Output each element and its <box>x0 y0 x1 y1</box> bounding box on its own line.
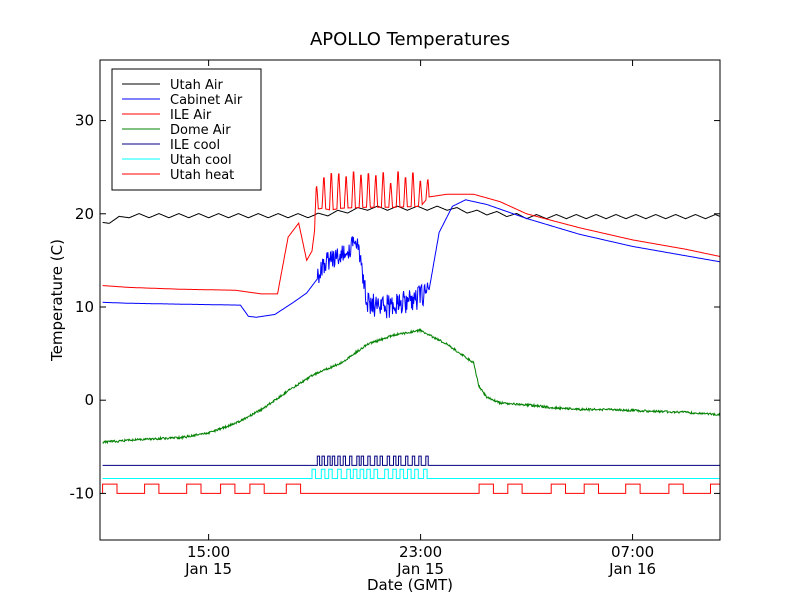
series-ile-air <box>102 171 720 295</box>
series-utah-air <box>102 205 720 224</box>
legend-label-utah-heat: Utah heat <box>170 168 234 183</box>
x-axis-label: Date (GMT) <box>367 576 453 594</box>
x-tick-label-time: 15:00 <box>187 543 230 561</box>
chart-title: APOLLO Temperatures <box>310 29 510 50</box>
series-cabinet-air <box>102 199 720 319</box>
y-tick-label: 20 <box>75 205 94 223</box>
legend-label-cabinet-air: Cabinet Air <box>170 93 243 108</box>
legend-label-ile-air: ILE Air <box>170 108 212 123</box>
series-ile-cool <box>102 455 720 466</box>
legend-label-utah-air: Utah Air <box>170 78 223 93</box>
legend-label-dome-air: Dome Air <box>170 123 231 138</box>
plot-frame <box>99 59 721 541</box>
legend-label-utah-cool: Utah cool <box>170 153 232 168</box>
x-tick-label-date: Jan 15 <box>184 560 232 578</box>
series-utah-cool <box>102 468 720 479</box>
legend-label-ile-cool: ILE cool <box>170 138 220 153</box>
y-tick-label: 30 <box>75 112 94 130</box>
x-tick-label-date: Jan 15 <box>396 560 444 578</box>
y-tick-label: 0 <box>84 391 94 409</box>
y-tick-label: 10 <box>75 298 94 316</box>
series-dome-air <box>102 328 720 445</box>
y-axis-label: Temperature (C) <box>48 239 66 362</box>
x-tick-label-time: 07:00 <box>611 543 654 561</box>
x-tick-label-date: Jan 16 <box>608 560 656 578</box>
y-tick-label: -10 <box>70 484 95 502</box>
series-layer <box>102 171 720 494</box>
series-utah-heat <box>102 483 720 494</box>
x-tick-label-time: 23:00 <box>399 543 442 561</box>
